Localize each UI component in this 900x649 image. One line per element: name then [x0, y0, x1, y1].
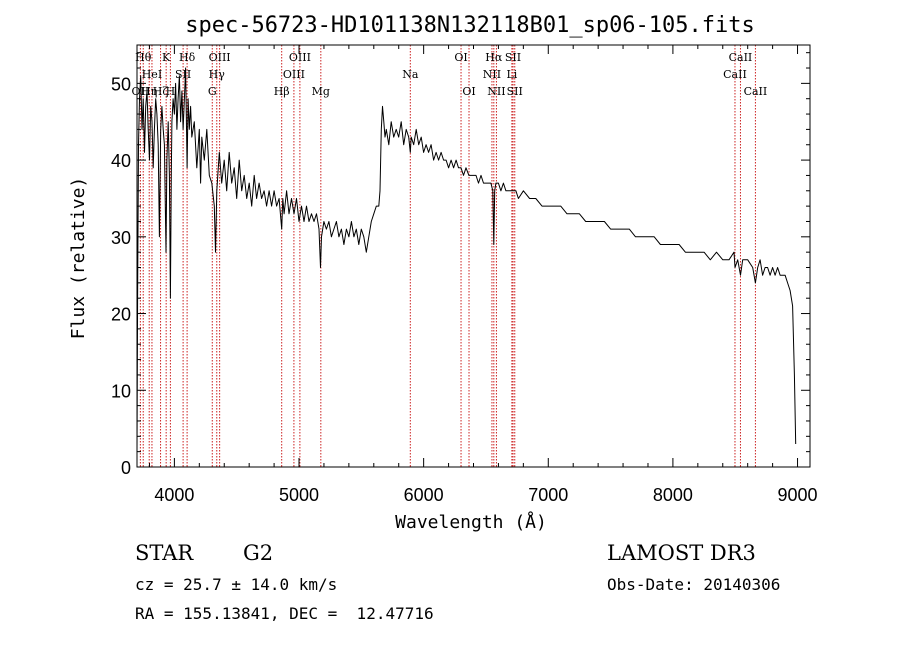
observation-date: Obs-Date: 20140306	[607, 575, 780, 594]
marker-label-24: SII	[507, 85, 523, 98]
x-axis-ticks: 4000 5000 6000 7000 8000 9000	[148, 45, 818, 505]
marker-label-11: OIII	[209, 51, 231, 64]
marker-label-1: Hθ	[135, 51, 152, 64]
y-axis-label: Flux (relative)	[68, 177, 89, 340]
x-axis-label: Wavelength (Å)	[395, 511, 547, 533]
object-subclass: G2	[243, 541, 273, 565]
marker-label-27: CaII	[744, 85, 768, 98]
marker-label-6: H	[166, 85, 176, 98]
redshift-velocity: cz = 25.7 ± 14.0 km/s	[135, 575, 337, 594]
x-tick-label-9000: 9000	[778, 485, 818, 505]
marker-label-10: Hγ	[209, 68, 226, 81]
y-axis-ticks: 0 10 20 30 40 50	[111, 52, 810, 478]
marker-label-22: Li	[506, 68, 517, 81]
survey-name: LAMOST DR3	[607, 541, 756, 565]
marker-label-14: OIII	[289, 51, 311, 64]
spectrum-line	[136, 67, 797, 452]
x-tick-label-6000: 6000	[404, 485, 444, 505]
marker-label-2: Hη	[141, 85, 157, 98]
chart-title: spec-56723-HD101138N132118B01_sp06-105.f…	[185, 13, 755, 38]
marker-label-3: HeI	[142, 68, 162, 81]
x-tick-label-5000: 5000	[279, 485, 319, 505]
x-tick-label-4000: 4000	[154, 485, 194, 505]
marker-label-7: SII	[175, 68, 191, 81]
sky-coordinates: RA = 155.13841, DEC = 12.47716	[135, 604, 434, 623]
marker-label-21: NII	[487, 85, 505, 98]
marker-label-25: CaII	[723, 68, 747, 81]
object-class: STAR	[135, 541, 194, 565]
line-marker-labels: OIIHθHηHeIHζKHSIIHδGHγOIIIHβOIIIOIIIMgNa…	[132, 51, 768, 98]
line-marker-lines	[139, 45, 756, 467]
marker-label-4: Hζ	[153, 85, 169, 98]
marker-label-12: Hβ	[274, 85, 290, 98]
y-tick-label-40: 40	[111, 151, 131, 171]
y-tick-label-50: 50	[111, 74, 131, 94]
marker-label-23: SII	[505, 51, 521, 64]
y-tick-label-10: 10	[111, 381, 131, 401]
y-tick-label-0: 0	[121, 458, 131, 478]
marker-label-19: NII	[483, 68, 501, 81]
marker-label-9: G	[208, 85, 217, 98]
marker-label-17: OI	[454, 51, 467, 64]
y-tick-label-30: 30	[111, 228, 131, 248]
marker-label-18: OI	[462, 85, 475, 98]
marker-label-26: CaII	[729, 51, 753, 64]
marker-label-20: Hα	[485, 51, 503, 64]
marker-label-16: Na	[402, 68, 419, 81]
x-tick-label-7000: 7000	[528, 485, 568, 505]
marker-label-8: Hδ	[179, 51, 196, 64]
marker-label-5: K	[162, 51, 171, 64]
marker-label-15: Mg	[312, 85, 330, 98]
marker-label-13: OIII	[283, 68, 305, 81]
y-tick-label-20: 20	[111, 305, 131, 325]
x-tick-label-8000: 8000	[653, 485, 693, 505]
